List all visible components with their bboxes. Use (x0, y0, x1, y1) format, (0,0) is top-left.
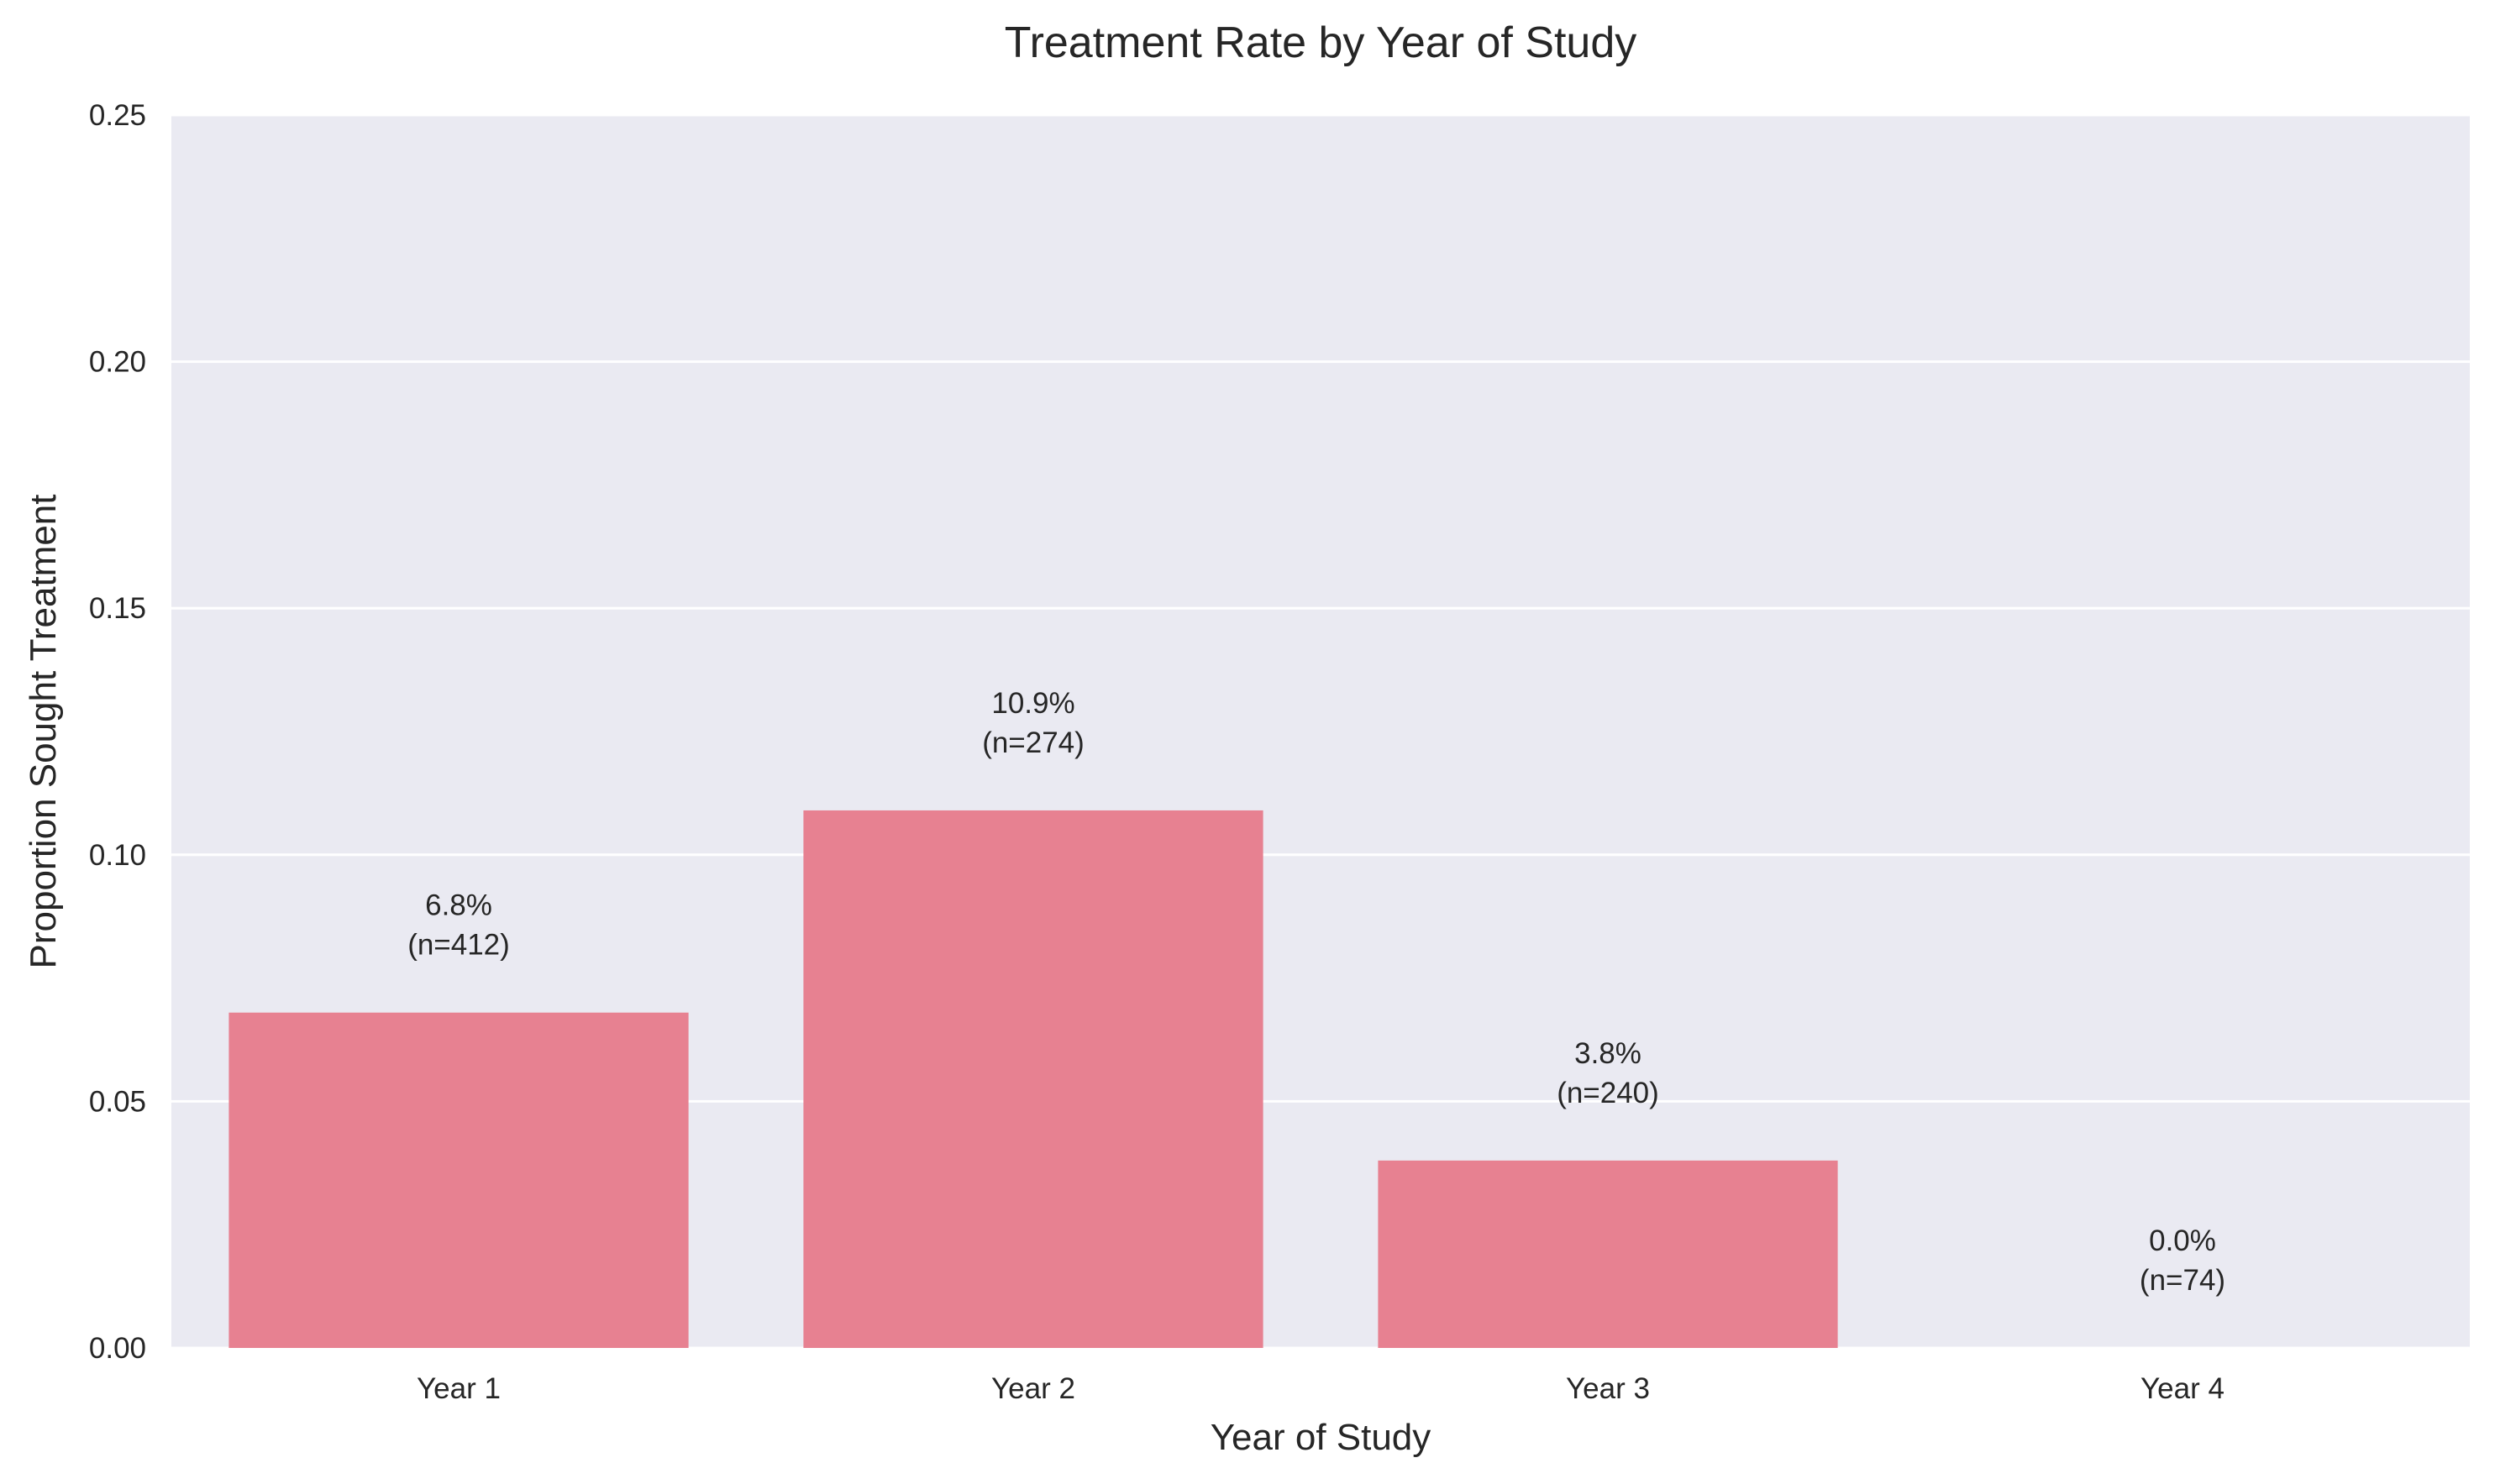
y-tick-label: 0.10 (89, 839, 146, 872)
x-tick-label: Year 2 (991, 1372, 1075, 1405)
bar-year-1 (228, 1012, 689, 1348)
x-tick-label: Year 1 (417, 1372, 501, 1405)
bar-year-2 (803, 810, 1263, 1348)
y-tick-label: 0.05 (89, 1085, 146, 1118)
x-axis-label: Year of Study (1211, 1417, 1431, 1458)
data-label-count: (n=412) (407, 929, 510, 962)
data-label-count: (n=274) (982, 726, 1085, 759)
y-tick-label: 0.25 (89, 99, 146, 132)
y-tick-label: 0.15 (89, 592, 146, 625)
y-tick-label: 0.00 (89, 1332, 146, 1365)
x-tick-label: Year 4 (2140, 1372, 2224, 1405)
data-labels: 6.8% (n=412) 10.9% (n=274) 3.8% (n=240) 0.0% (n… (407, 687, 2225, 1297)
data-label-count: (n=74) (2140, 1264, 2225, 1297)
y-tick-label: 0.20 (89, 346, 146, 379)
data-label-percent: 0.0% (2149, 1224, 2216, 1257)
data-label-percent: 10.9% (991, 687, 1074, 720)
data-label-percent: 6.8% (425, 889, 492, 922)
x-tick-label: Year 3 (1566, 1372, 1650, 1405)
data-label-percent: 3.8% (1574, 1037, 1641, 1070)
bar-year-3 (1378, 1160, 1838, 1348)
data-label-count: (n=240) (1557, 1077, 1659, 1109)
x-tick-labels: Year 1 Year 2 Year 3 Year 4 (417, 1372, 2224, 1405)
bars (228, 810, 1838, 1348)
y-axis-label: Proportion Sought Treatment (23, 495, 64, 969)
y-tick-labels: 0.00 0.05 0.10 0.15 0.20 0.25 (89, 99, 146, 1365)
chart-title: Treatment Rate by Year of Study (1005, 18, 1637, 67)
